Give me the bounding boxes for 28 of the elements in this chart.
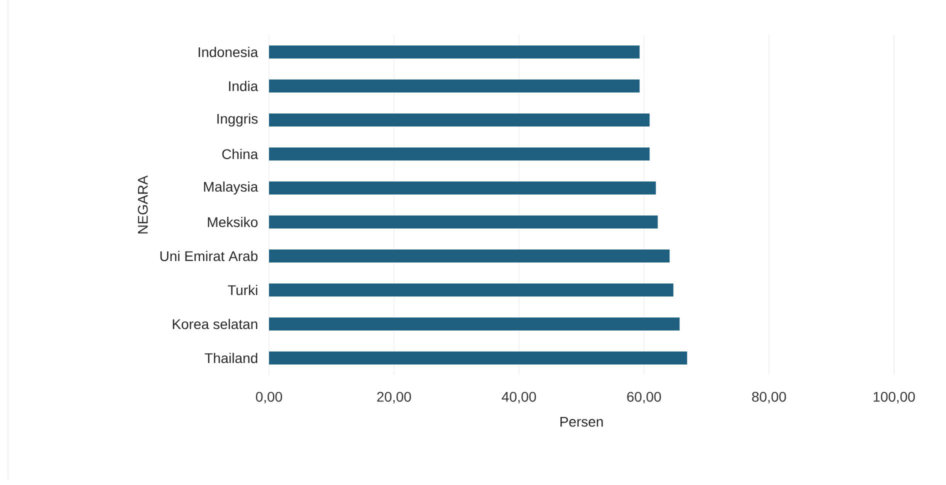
y-tick-label: India xyxy=(229,80,258,92)
bar xyxy=(269,283,674,296)
y-axis-title: NEGARA xyxy=(138,175,148,234)
y-tick-label: Malaysia xyxy=(204,181,258,195)
x-tick-label: 0,00 xyxy=(256,392,282,404)
x-tick-label: 60,00 xyxy=(627,392,661,404)
bar xyxy=(269,317,680,330)
y-tick-label: Uni Emirat Arab xyxy=(160,250,258,262)
x-tick-label: 20,00 xyxy=(377,392,411,404)
y-tick-label: Meksiko xyxy=(208,216,258,228)
x-axis-title: Persen xyxy=(560,416,603,427)
y-tick-label: Thailand xyxy=(204,352,258,364)
y-tick-label: Inggris xyxy=(217,113,258,127)
bar xyxy=(269,46,640,58)
bar xyxy=(269,148,650,160)
x-tick-label: 40,00 xyxy=(502,392,536,404)
bar xyxy=(269,351,688,364)
bar xyxy=(269,215,658,228)
bar xyxy=(269,182,656,194)
bar xyxy=(269,114,650,126)
x-tick-label: 100,00 xyxy=(874,392,915,404)
y-tick-label: China xyxy=(222,148,258,160)
y-tick-label: Indonesia xyxy=(198,46,258,58)
y-tick-label: Turki xyxy=(228,284,258,296)
bar xyxy=(269,80,640,92)
bar xyxy=(269,249,670,262)
x-tick-label: 80,00 xyxy=(752,392,786,404)
y-tick-label: Korea selatan xyxy=(172,318,258,330)
